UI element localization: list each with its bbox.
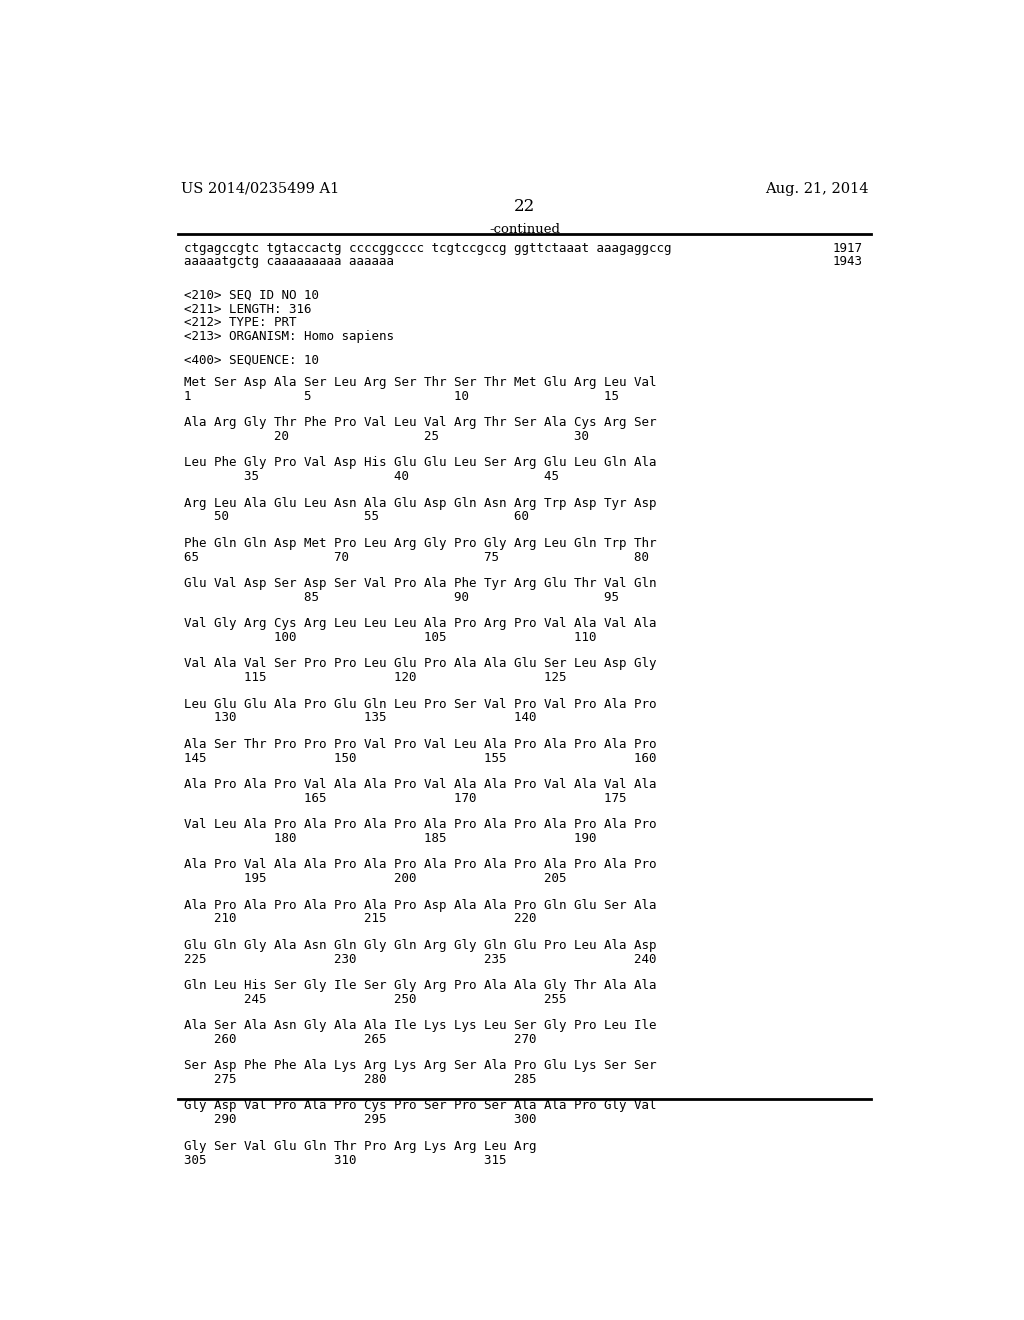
Text: Ala Pro Ala Pro Ala Pro Ala Pro Asp Ala Ala Pro Gln Glu Ser Ala: Ala Pro Ala Pro Ala Pro Ala Pro Asp Ala …: [183, 899, 656, 912]
Text: -continued: -continued: [489, 223, 560, 236]
Text: Met Ser Asp Ala Ser Leu Arg Ser Thr Ser Thr Met Glu Arg Leu Val: Met Ser Asp Ala Ser Leu Arg Ser Thr Ser …: [183, 376, 656, 389]
Text: 305                 310                 315: 305 310 315: [183, 1154, 506, 1167]
Text: Ser Asp Phe Phe Ala Lys Arg Lys Arg Ser Ala Pro Glu Lys Ser Ser: Ser Asp Phe Phe Ala Lys Arg Lys Arg Ser …: [183, 1060, 656, 1072]
Text: Phe Gln Gln Asp Met Pro Leu Arg Gly Pro Gly Arg Leu Gln Trp Thr: Phe Gln Gln Asp Met Pro Leu Arg Gly Pro …: [183, 537, 656, 549]
Text: 290                 295                 300: 290 295 300: [183, 1113, 537, 1126]
Text: Val Leu Ala Pro Ala Pro Ala Pro Ala Pro Ala Pro Ala Pro Ala Pro: Val Leu Ala Pro Ala Pro Ala Pro Ala Pro …: [183, 818, 656, 832]
Text: 20                  25                  30: 20 25 30: [183, 430, 589, 444]
Text: 50                  55                  60: 50 55 60: [183, 511, 528, 524]
Text: 145                 150                 155                 160: 145 150 155 160: [183, 751, 656, 764]
Text: 165                 170                 175: 165 170 175: [183, 792, 627, 805]
Text: 85                  90                  95: 85 90 95: [183, 591, 618, 603]
Text: Val Ala Val Ser Pro Pro Leu Glu Pro Ala Ala Glu Ser Leu Asp Gly: Val Ala Val Ser Pro Pro Leu Glu Pro Ala …: [183, 657, 656, 671]
Text: 180                 185                 190: 180 185 190: [183, 832, 596, 845]
Text: 1917: 1917: [833, 242, 862, 255]
Text: Aug. 21, 2014: Aug. 21, 2014: [765, 182, 869, 195]
Text: Gln Leu His Ser Gly Ile Ser Gly Arg Pro Ala Ala Gly Thr Ala Ala: Gln Leu His Ser Gly Ile Ser Gly Arg Pro …: [183, 979, 656, 991]
Text: Val Gly Arg Cys Arg Leu Leu Leu Ala Pro Arg Pro Val Ala Val Ala: Val Gly Arg Cys Arg Leu Leu Leu Ala Pro …: [183, 618, 656, 630]
Text: Ala Ser Thr Pro Pro Pro Val Pro Val Leu Ala Pro Ala Pro Ala Pro: Ala Ser Thr Pro Pro Pro Val Pro Val Leu …: [183, 738, 656, 751]
Text: <400> SEQUENCE: 10: <400> SEQUENCE: 10: [183, 354, 318, 366]
Text: 225                 230                 235                 240: 225 230 235 240: [183, 953, 656, 965]
Text: 1943: 1943: [833, 256, 862, 268]
Text: Ala Pro Ala Pro Val Ala Ala Pro Val Ala Ala Pro Val Ala Val Ala: Ala Pro Ala Pro Val Ala Ala Pro Val Ala …: [183, 777, 656, 791]
Text: Arg Leu Ala Glu Leu Asn Ala Glu Asp Gln Asn Arg Trp Asp Tyr Asp: Arg Leu Ala Glu Leu Asn Ala Glu Asp Gln …: [183, 496, 656, 510]
Text: Ala Pro Val Ala Ala Pro Ala Pro Ala Pro Ala Pro Ala Pro Ala Pro: Ala Pro Val Ala Ala Pro Ala Pro Ala Pro …: [183, 858, 656, 871]
Text: Ala Ser Ala Asn Gly Ala Ala Ile Lys Lys Leu Ser Gly Pro Leu Ile: Ala Ser Ala Asn Gly Ala Ala Ile Lys Lys …: [183, 1019, 656, 1032]
Text: 195                 200                 205: 195 200 205: [183, 873, 566, 886]
Text: 100                 105                 110: 100 105 110: [183, 631, 596, 644]
Text: 22: 22: [514, 198, 536, 215]
Text: US 2014/0235499 A1: US 2014/0235499 A1: [180, 182, 339, 195]
Text: ctgagccgtc tgtaccactg ccccggcccc tcgtccgccg ggttctaaat aaagaggccg: ctgagccgtc tgtaccactg ccccggcccc tcgtccg…: [183, 242, 672, 255]
Text: 115                 120                 125: 115 120 125: [183, 672, 566, 684]
Text: 1               5                   10                  15: 1 5 10 15: [183, 389, 618, 403]
Text: <211> LENGTH: 316: <211> LENGTH: 316: [183, 302, 311, 315]
Text: Glu Val Asp Ser Asp Ser Val Pro Ala Phe Tyr Arg Glu Thr Val Gln: Glu Val Asp Ser Asp Ser Val Pro Ala Phe …: [183, 577, 656, 590]
Text: 65                  70                  75                  80: 65 70 75 80: [183, 550, 649, 564]
Text: Glu Gln Gly Ala Asn Gln Gly Gln Arg Gly Gln Glu Pro Leu Ala Asp: Glu Gln Gly Ala Asn Gln Gly Gln Arg Gly …: [183, 939, 656, 952]
Text: <213> ORGANISM: Homo sapiens: <213> ORGANISM: Homo sapiens: [183, 330, 394, 343]
Text: aaaaatgctg caaaaaaaaa aaaaaa: aaaaatgctg caaaaaaaaa aaaaaa: [183, 256, 394, 268]
Text: 275                 280                 285: 275 280 285: [183, 1073, 537, 1086]
Text: Leu Phe Gly Pro Val Asp His Glu Glu Leu Ser Arg Glu Leu Gln Ala: Leu Phe Gly Pro Val Asp His Glu Glu Leu …: [183, 457, 656, 470]
Text: <212> TYPE: PRT: <212> TYPE: PRT: [183, 317, 296, 330]
Text: Gly Asp Val Pro Ala Pro Cys Pro Ser Pro Ser Ala Ala Pro Gly Val: Gly Asp Val Pro Ala Pro Cys Pro Ser Pro …: [183, 1100, 656, 1113]
Text: 130                 135                 140: 130 135 140: [183, 711, 537, 725]
Text: <210> SEQ ID NO 10: <210> SEQ ID NO 10: [183, 289, 318, 302]
Text: 35                  40                  45: 35 40 45: [183, 470, 559, 483]
Text: Ala Arg Gly Thr Phe Pro Val Leu Val Arg Thr Ser Ala Cys Arg Ser: Ala Arg Gly Thr Phe Pro Val Leu Val Arg …: [183, 416, 656, 429]
Text: 210                 215                 220: 210 215 220: [183, 912, 537, 925]
Text: 245                 250                 255: 245 250 255: [183, 993, 566, 1006]
Text: Leu Glu Glu Ala Pro Glu Gln Leu Pro Ser Val Pro Val Pro Ala Pro: Leu Glu Glu Ala Pro Glu Gln Leu Pro Ser …: [183, 697, 656, 710]
Text: 260                 265                 270: 260 265 270: [183, 1034, 537, 1045]
Text: Gly Ser Val Glu Gln Thr Pro Arg Lys Arg Leu Arg: Gly Ser Val Glu Gln Thr Pro Arg Lys Arg …: [183, 1139, 537, 1152]
